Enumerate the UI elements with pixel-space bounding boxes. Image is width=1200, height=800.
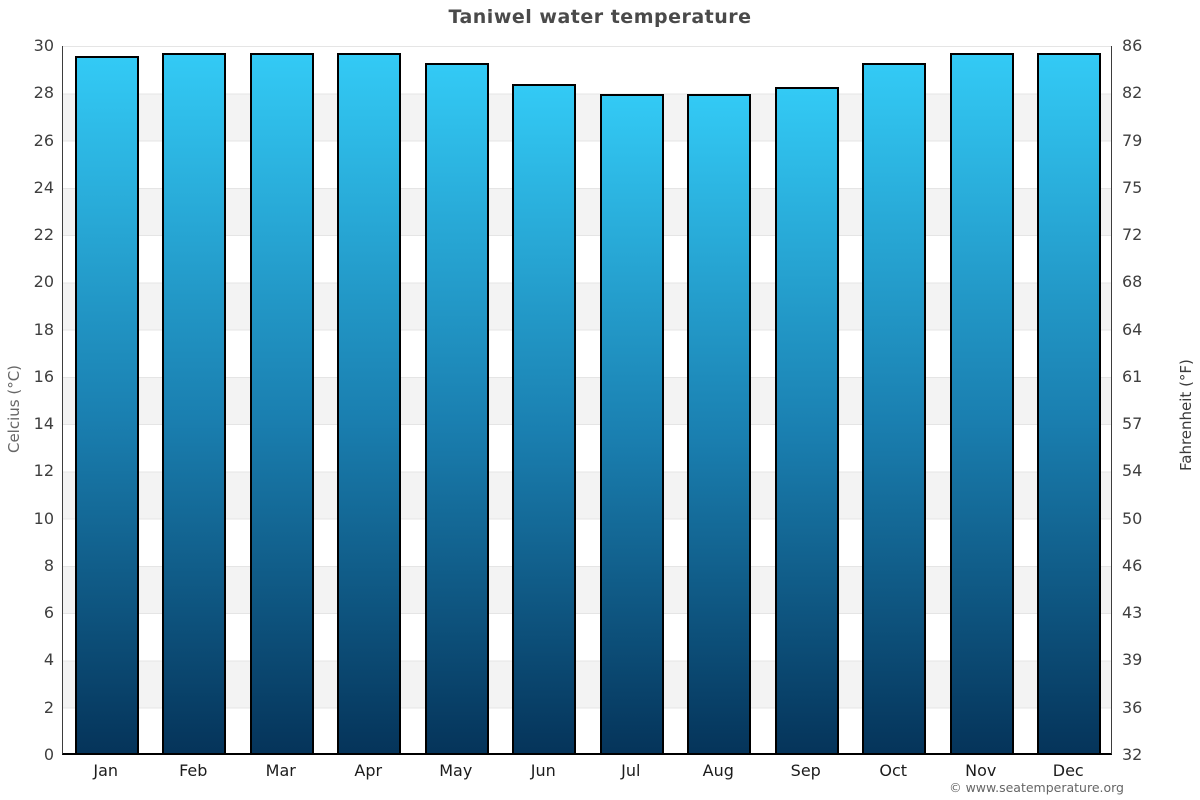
fahrenheit-tick-61: 61: [1122, 366, 1143, 386]
x-label-sep: Sep: [790, 761, 821, 780]
fahrenheit-tick-86: 86: [1122, 36, 1143, 55]
celsius-tick-28: 28: [33, 83, 54, 103]
celsius-tick-12: 12: [33, 461, 54, 481]
fahrenheit-tick-32: 32: [1122, 745, 1143, 764]
celsius-tick-16: 16: [33, 366, 54, 386]
fahrenheit-tick-50: 50: [1122, 508, 1143, 528]
bar-jan[interactable]: [74, 55, 139, 753]
x-label-mar: Mar: [265, 761, 296, 780]
x-label-feb: Feb: [179, 761, 208, 780]
bar-apr[interactable]: [337, 53, 402, 753]
x-label-oct: Oct: [879, 761, 908, 780]
fahrenheit-tick-79: 79: [1122, 130, 1143, 150]
bar-feb[interactable]: [162, 53, 227, 753]
x-label-nov: Nov: [965, 761, 997, 780]
celsius-tick-30: 30: [33, 36, 54, 55]
celsius-tick-10: 10: [33, 508, 54, 528]
bar-jul[interactable]: [599, 93, 664, 753]
x-label-jul: Jul: [621, 761, 641, 780]
celsius-tick-24: 24: [33, 177, 54, 197]
bar-aug[interactable]: [687, 93, 752, 753]
fahrenheit-tick-75: 75: [1122, 177, 1143, 197]
celsius-tick-6: 6: [43, 603, 54, 623]
bar-may[interactable]: [424, 62, 489, 753]
x-label-apr: Apr: [354, 761, 383, 780]
celsius-tick-4: 4: [43, 650, 54, 670]
footer-credit-link[interactable]: © www.seatemperature.org: [949, 780, 1124, 795]
bar-oct[interactable]: [862, 62, 927, 753]
bar-nov[interactable]: [949, 53, 1014, 753]
fahrenheit-tick-43: 43: [1122, 603, 1143, 623]
celsius-tick-20: 20: [33, 272, 54, 292]
celsius-tick-14: 14: [33, 414, 54, 434]
fahrenheit-tick-57: 57: [1122, 414, 1143, 434]
chart-title: Taniwel water temperature: [448, 6, 752, 28]
fahrenheit-tick-39: 39: [1122, 650, 1143, 670]
plot-area: [62, 46, 1112, 755]
fahrenheit-tick-54: 54: [1122, 461, 1143, 481]
celsius-tick-2: 2: [43, 697, 54, 717]
x-label-dec: Dec: [1052, 761, 1084, 780]
x-label-may: May: [439, 761, 473, 780]
x-label-jan: Jan: [93, 761, 119, 780]
fahrenheit-tick-82: 82: [1122, 83, 1143, 103]
fahrenheit-tick-36: 36: [1122, 697, 1143, 717]
bar-sep[interactable]: [774, 86, 839, 753]
fahrenheit-tick-68: 68: [1122, 272, 1143, 292]
bar-jun[interactable]: [512, 84, 577, 753]
x-label-aug: Aug: [702, 761, 734, 780]
bar-mar[interactable]: [249, 53, 314, 753]
celsius-tick-22: 22: [33, 225, 54, 245]
celsius-tick-26: 26: [33, 130, 54, 150]
x-label-jun: Jun: [530, 761, 556, 780]
fahrenheit-tick-72: 72: [1122, 225, 1143, 245]
celsius-tick-8: 8: [43, 555, 54, 575]
celsius-tick-0: 0: [43, 745, 54, 764]
fahrenheit-tick-46: 46: [1122, 555, 1143, 575]
celsius-tick-18: 18: [33, 319, 54, 339]
bar-dec[interactable]: [1037, 53, 1102, 753]
fahrenheit-tick-64: 64: [1122, 319, 1143, 339]
